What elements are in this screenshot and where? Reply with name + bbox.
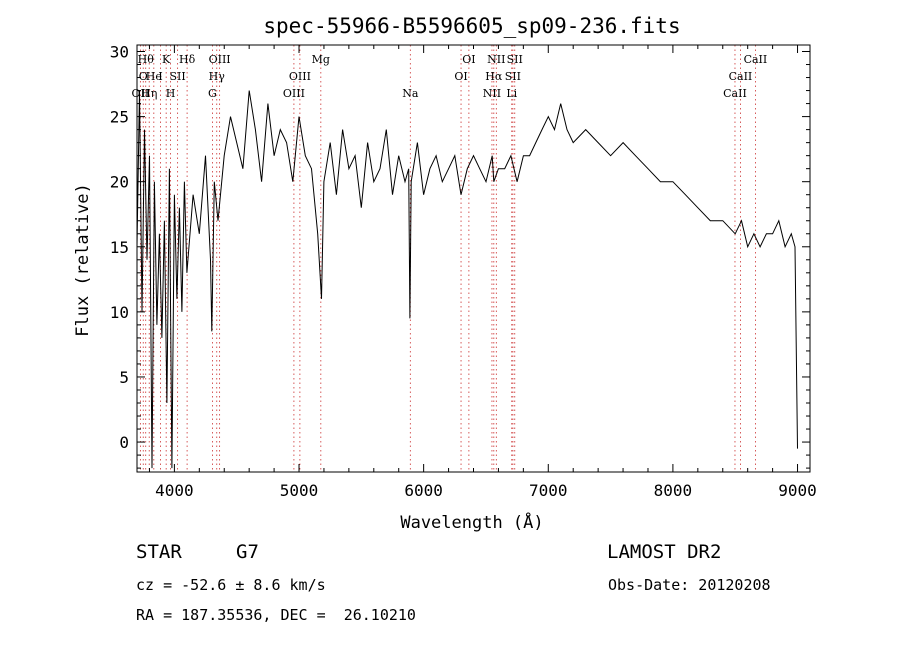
x-tick-label: 5000	[280, 481, 319, 500]
line-marker-label: OIII	[283, 87, 305, 100]
line-marker-label: Hθ	[138, 53, 155, 66]
line-marker-label: OI	[454, 70, 467, 83]
line-marker-label: Hδ	[179, 53, 196, 66]
y-tick-label: 0	[119, 433, 129, 452]
x-tick-label: 9000	[778, 481, 817, 500]
line-marker-label: Li	[506, 87, 517, 100]
line-marker-label: K	[162, 53, 171, 66]
x-tick-label: 7000	[529, 481, 568, 500]
obs-date-text: Obs-Date: 20120208	[608, 576, 771, 594]
line-marker-label: Na	[402, 87, 419, 100]
line-marker-label: Hη	[141, 87, 157, 100]
line-marker-label: G	[208, 87, 217, 100]
x-axis-ticks: 4000 5000 6000 7000 8000 9000	[148, 45, 817, 500]
redshift-text: cz = -52.6 ± 8.6 km/s	[136, 576, 326, 594]
line-marker-label: CaII	[723, 87, 747, 100]
line-marker-label: CaII	[729, 70, 753, 83]
y-axis-ticks: 0 5 10 15 20 25 30	[110, 43, 810, 469]
subclass-label: G7	[236, 541, 259, 563]
x-tick-label: 4000	[155, 481, 194, 500]
line-marker-label: He	[146, 70, 162, 83]
line-marker-label: OII	[132, 87, 150, 100]
line-marker-label: NII	[483, 87, 501, 100]
coordinates-text: RA = 187.35536, DEC = 26.10210	[136, 606, 416, 624]
chart-title: spec-55966-B5596605_sp09-236.fits	[263, 14, 680, 38]
line-marker-label: H	[166, 87, 176, 100]
line-marker-label: NII	[487, 53, 505, 66]
line-marker-label: Hγ	[209, 70, 226, 83]
plot-frame	[136, 44, 811, 473]
line-marker-label: SII	[507, 53, 523, 66]
class-label: STAR	[136, 541, 182, 563]
line-marker-label: CaII	[744, 53, 768, 66]
y-tick-label: 15	[110, 238, 129, 257]
line-marker-label: Hα	[485, 70, 503, 83]
y-axis-label: Flux (relative)	[73, 183, 93, 337]
x-tick-label: 8000	[654, 481, 693, 500]
line-marker-label: SII	[505, 70, 521, 83]
y-tick-label: 30	[110, 43, 129, 62]
y-tick-label: 25	[110, 108, 129, 127]
x-tick-label: 6000	[404, 481, 443, 500]
survey-label: LAMOST DR2	[607, 541, 722, 563]
y-tick-label: 10	[110, 303, 129, 322]
line-marker-label: Mg	[312, 53, 330, 66]
marker-labels: OIIOHθHηHeIKHSIIHδGHγOIIIOIIIOIIIMgNaOIO…	[132, 53, 768, 100]
y-tick-label: 5	[119, 368, 129, 387]
x-axis-label: Wavelength (Å)	[400, 511, 543, 533]
y-tick-label: 20	[110, 173, 129, 192]
line-marker-label: OI	[462, 53, 475, 66]
line-marker-label: SII	[170, 70, 186, 83]
line-markers	[139, 45, 756, 472]
line-marker-label: I	[158, 70, 162, 83]
spectrum-line	[136, 90, 798, 469]
line-marker-label: OIII	[209, 53, 231, 66]
line-marker-label: OIII	[289, 70, 311, 83]
line-marker-label: O	[139, 70, 148, 83]
